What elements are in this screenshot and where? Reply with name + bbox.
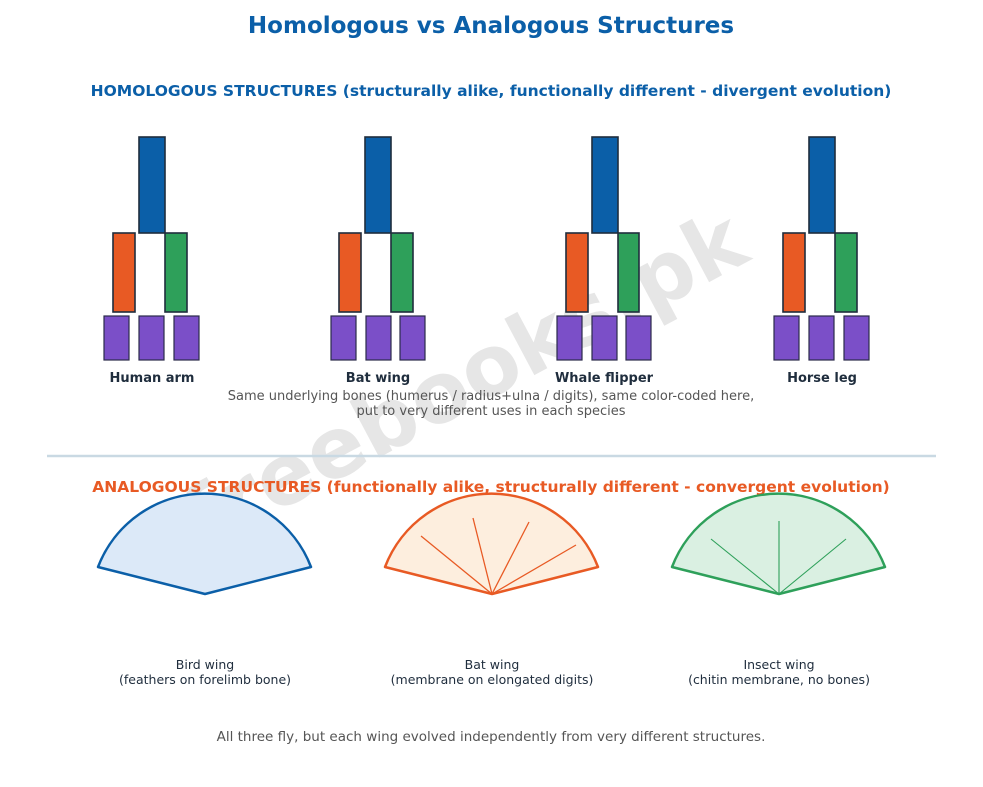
- radius-bone: [112, 232, 136, 313]
- ulna-bone: [617, 232, 640, 313]
- digit-bone: [365, 315, 392, 361]
- bat-wing-shape: [383, 492, 600, 596]
- radius-bone: [338, 232, 362, 313]
- homologous-note-line-2: put to very different uses in each speci…: [356, 404, 625, 419]
- analogous-note: All three fly, but each wing evolved ind…: [217, 729, 766, 745]
- ulna-bone: [834, 232, 858, 313]
- wing-name: Insect wing: [743, 657, 814, 672]
- digit-bone: [591, 315, 618, 361]
- wing-name: Bird wing: [176, 657, 234, 672]
- limb-human-arm: Human arm: [103, 136, 200, 386]
- digit-bone: [173, 315, 200, 361]
- radius-bone: [565, 232, 589, 313]
- bird-wing: Bird wing (feathers on forelimb bone): [96, 492, 313, 687]
- limb-group: Human arm Bat wing Whale flipper: [103, 136, 870, 386]
- wing-detail: (feathers on forelimb bone): [119, 672, 291, 687]
- humerus-bone: [591, 136, 619, 234]
- wing-detail: (chitin membrane, no bones): [688, 672, 870, 687]
- digit-bone: [773, 315, 800, 361]
- limb-whale-flipper: Whale flipper: [555, 136, 654, 386]
- digit-bone: [330, 315, 357, 361]
- humerus-bone: [808, 136, 836, 234]
- digit-bone: [138, 315, 165, 361]
- homologous-note-line-1: Same underlying bones (humerus / radius+…: [228, 389, 754, 404]
- digit-bone: [843, 315, 870, 361]
- homologous-heading: HOMOLOGOUS STRUCTURES (structurally alik…: [91, 82, 892, 100]
- limb-horse-leg: Horse leg: [773, 136, 870, 386]
- limb-label: Human arm: [110, 371, 195, 386]
- radius-bone: [782, 232, 806, 313]
- limb-label: Bat wing: [346, 371, 410, 386]
- humerus-bone: [364, 136, 392, 234]
- digit-bone: [808, 315, 835, 361]
- digit-bone: [103, 315, 130, 361]
- bird-wing-shape: [96, 492, 313, 596]
- wing-detail: (membrane on elongated digits): [391, 672, 594, 687]
- bat-wing-membrane: Bat wing (membrane on elongated digits): [383, 492, 600, 687]
- limb-label: Whale flipper: [555, 371, 654, 386]
- analogous-heading: ANALOGOUS STRUCTURES (functionally alike…: [92, 478, 889, 496]
- humerus-bone: [138, 136, 166, 234]
- wing-name: Bat wing: [465, 657, 520, 672]
- ulna-bone: [164, 232, 188, 313]
- insect-wing: Insect wing (chitin membrane, no bones): [670, 492, 887, 687]
- limb-bat-wing: Bat wing: [330, 136, 426, 386]
- digit-bone: [399, 315, 426, 361]
- digit-bone: [556, 315, 583, 361]
- digit-bone: [625, 315, 652, 361]
- page-title: Homologous vs Analogous Structures: [248, 13, 734, 39]
- wing-vein-lines: [710, 521, 847, 595]
- ulna-bone: [390, 232, 414, 313]
- elongated-digit-lines: [420, 517, 577, 595]
- limb-label: Horse leg: [787, 371, 857, 386]
